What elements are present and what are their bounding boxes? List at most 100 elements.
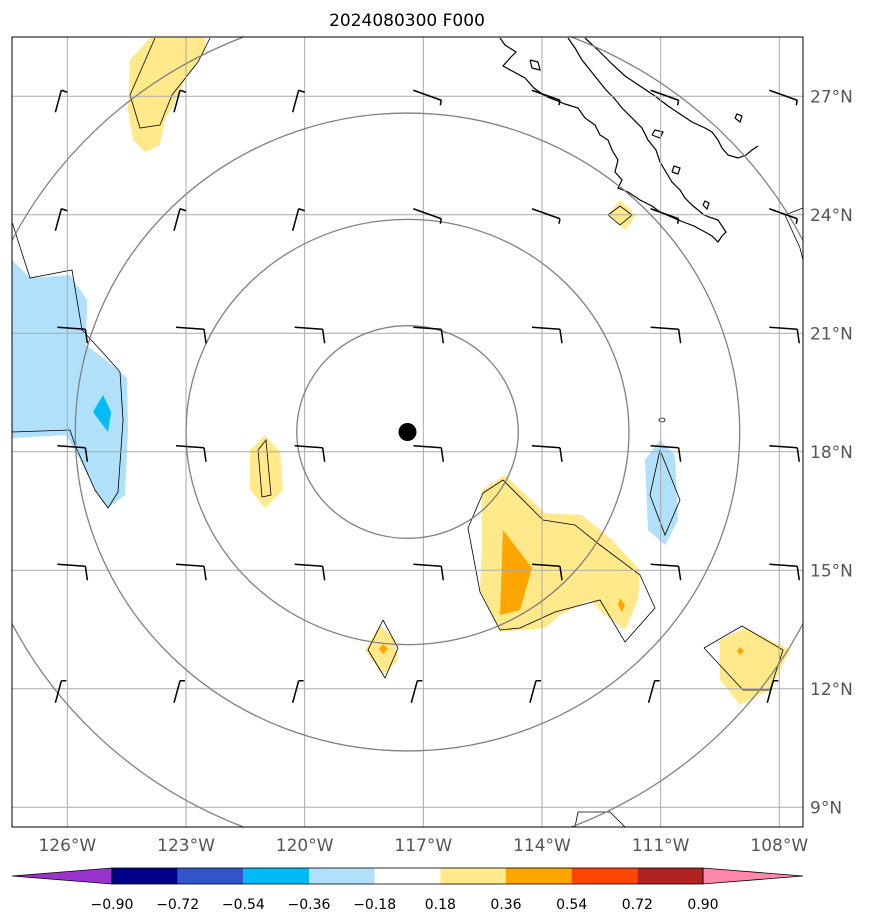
latitude-label: 21°N [810, 324, 853, 344]
colorbar-label: −0.18 [353, 897, 396, 913]
wind-barb-flag [676, 100, 680, 106]
shade-orange-dot-1 [618, 598, 625, 612]
wind-barb [766, 680, 779, 703]
wind-barb [57, 563, 89, 581]
colorbar-arrow-low [11, 867, 113, 885]
wind-barb-shaft [175, 326, 205, 330]
wind-barb [650, 89, 680, 106]
colorbar-segment [112, 868, 178, 884]
wind-barb-flag [677, 566, 682, 581]
colorbar: −0.90 −0.72 −0.54 −0.36 −0.18 0.18 0.36 0.54 0.7… [11, 867, 804, 913]
contour-small-south [367, 619, 399, 679]
colorbar-segment [243, 868, 309, 884]
contour-lines [12, 37, 803, 827]
wind-barb-flag [558, 218, 561, 224]
wind-barb [769, 445, 801, 462]
contour-east [649, 449, 681, 537]
wind-barb-flag [677, 447, 682, 462]
longitude-label: 111°W [632, 836, 690, 856]
wind-barb [175, 445, 207, 462]
wind-barb [173, 680, 186, 703]
wind-barb-shaft [175, 445, 205, 449]
coastline-island-5 [734, 113, 743, 124]
wind-barb [647, 680, 660, 703]
wind-barb [410, 680, 423, 703]
wind-barb-flag [61, 208, 68, 212]
wind-barb-flag [179, 89, 187, 93]
wind-barb-shaft [531, 208, 561, 220]
wind-barb-shaft [531, 326, 561, 330]
wind-barb [294, 326, 326, 344]
wind-barb-shaft [291, 90, 300, 113]
colorbar-segment [374, 868, 441, 884]
wind-barb-shaft [173, 208, 181, 231]
wind-barb-shaft [294, 445, 323, 449]
wind-barb-flag [321, 447, 326, 462]
range-rings [12, 37, 803, 827]
wind-barb-shaft [57, 445, 86, 449]
colorbar-frame [111, 867, 704, 885]
wind-barb [413, 563, 445, 581]
wind-barb [531, 208, 561, 224]
wind-barb-flag [796, 447, 801, 462]
range-ring [74, 112, 741, 752]
wind-barb-flag [440, 566, 445, 581]
longitude-label: 120°W [276, 836, 334, 856]
wind-barb-flag [558, 100, 561, 106]
latitude-labels: 27°N 24°N 21°N 18°N 15°N 12°N 9°N [810, 87, 853, 818]
coastline-island-4 [702, 200, 710, 211]
wind-barb [54, 208, 68, 231]
colorbar-label: −0.36 [288, 897, 331, 913]
wind-barb-shaft [57, 326, 86, 330]
contour-north-2 [129, 37, 211, 129]
wind-barb-flag [677, 329, 682, 344]
wind-barb-shaft [529, 680, 537, 703]
wind-barb-flag [84, 566, 89, 581]
range-ring [296, 325, 519, 539]
wind-barb [54, 89, 68, 113]
wind-barb-shaft [413, 445, 442, 449]
wind-barb [173, 208, 187, 231]
wind-barb-flag [439, 218, 443, 224]
wind-barb-flag [440, 447, 445, 462]
wind-barb-shaft [769, 563, 798, 567]
longitude-labels: 126°W 123°W 120°W 117°W 114°W 111°W 108°W [38, 836, 808, 856]
wind-barb-shaft [413, 563, 442, 567]
wind-barb [175, 326, 207, 344]
wind-barb-shaft [531, 89, 561, 101]
wind-barb-flag [795, 218, 799, 224]
wind-barb [57, 445, 89, 462]
contour-southeast [467, 479, 656, 643]
wind-barb-shaft [291, 208, 300, 231]
wind-barb [291, 208, 305, 231]
wind-barb [294, 563, 326, 581]
colorbar-segment [506, 868, 572, 884]
colorbar-label: −0.72 [156, 897, 199, 913]
wind-barb-shaft [647, 680, 656, 703]
shade-yellow-east [720, 628, 790, 705]
wind-barb [650, 445, 682, 462]
coastline-island-3 [671, 165, 681, 175]
colorbar-arrow-high [702, 867, 804, 885]
wind-barb [294, 445, 326, 462]
wind-barb-shaft [413, 208, 442, 220]
map-title: 2024080300 F000 [329, 11, 485, 31]
colorbar-label: −0.54 [222, 897, 265, 913]
wind-barb [413, 326, 445, 344]
wind-barb-flag [440, 329, 445, 344]
wind-barb [769, 326, 801, 344]
colorbar-segment [177, 868, 244, 884]
contour-center-west [257, 438, 272, 498]
wind-barb-shaft [175, 563, 205, 567]
wind-barb-shaft [531, 563, 561, 567]
wind-barb-flag [796, 566, 801, 581]
colorbar-label: 0.54 [556, 897, 587, 913]
colorbar-label: 0.18 [425, 897, 456, 913]
shade-blue-west [12, 260, 128, 508]
contour-east-2 [703, 625, 784, 691]
wind-barb-shaft [173, 90, 181, 113]
wind-barb [291, 89, 305, 113]
contour-tiny-east [658, 417, 666, 423]
wind-barb [531, 326, 563, 344]
